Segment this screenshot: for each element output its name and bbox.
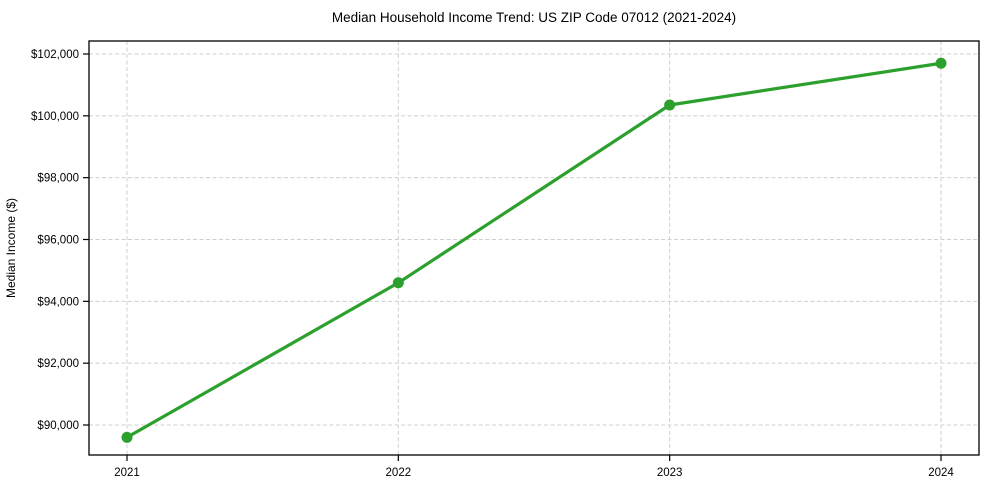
y-axis-label: Median Income ($) bbox=[4, 198, 18, 298]
x-tick-label: 2022 bbox=[386, 467, 412, 479]
y-tick-label: $100,000 bbox=[31, 111, 79, 123]
axes-layer: $90,000 $92,000 $94,000 $96,000 $98,000 $100,… bbox=[31, 40, 980, 479]
y-tick-label: $90,000 bbox=[37, 420, 79, 432]
y-tick-label: $102,000 bbox=[31, 49, 79, 61]
y-tick-label: $98,000 bbox=[37, 173, 79, 185]
x-tick-label: 2023 bbox=[657, 467, 683, 479]
y-tick-label: $96,000 bbox=[37, 234, 79, 246]
data-point-marker bbox=[392, 277, 404, 289]
y-tick-label: $92,000 bbox=[37, 358, 79, 370]
y-tick-label: $94,000 bbox=[37, 296, 79, 308]
data-point-marker bbox=[935, 57, 947, 69]
trend-line bbox=[125, 61, 943, 439]
gridlines-layer bbox=[89, 41, 979, 455]
plot-frame bbox=[88, 40, 980, 456]
data-point-marker bbox=[121, 431, 133, 443]
x-tick-label: 2021 bbox=[114, 467, 140, 479]
series-layer bbox=[121, 57, 947, 443]
x-tick-label: 2024 bbox=[928, 467, 954, 479]
data-point-marker bbox=[664, 99, 676, 111]
chart-title: Median Household Income Trend: US ZIP Co… bbox=[332, 10, 736, 25]
